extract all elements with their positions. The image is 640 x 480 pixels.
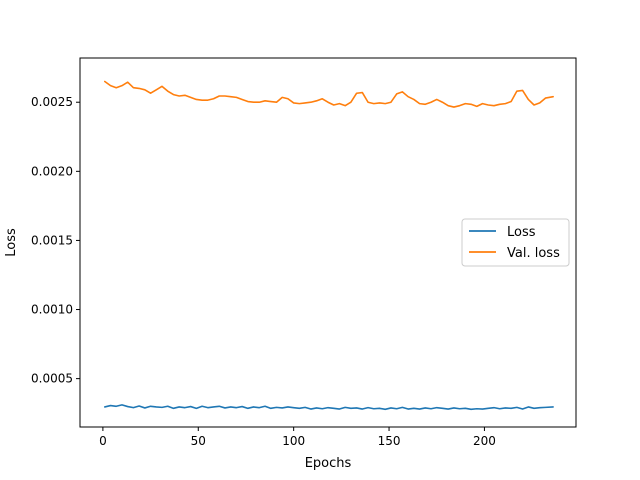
- series-line-val-loss: [104, 80, 554, 108]
- x-tick-label: 100: [282, 434, 305, 448]
- axes-frame: [79, 57, 577, 428]
- x-ticks: 0 50 100 150 200: [99, 427, 496, 448]
- y-tick-label: 0.0020: [31, 164, 73, 178]
- x-tick-label: 150: [378, 434, 401, 448]
- y-axis-label: Loss: [4, 228, 19, 257]
- y-ticks: 0.0005 0.0010 0.0015 0.0020 0.0025: [31, 95, 80, 386]
- x-tick-label: 0: [99, 434, 107, 448]
- legend: Loss Val. loss: [461, 218, 570, 267]
- legend-entry: Loss: [507, 225, 536, 240]
- x-tick-label: 50: [191, 434, 206, 448]
- series-line-loss: [104, 404, 554, 411]
- series-layer: [104, 80, 554, 411]
- plot-area: 0 50 100 150 200 0.00050.00100.00150.00200.0…: [31, 57, 577, 448]
- y-tick-label: 0.0015: [31, 233, 73, 247]
- y-tick-label: 0.0005: [31, 372, 73, 386]
- legend-entry: Val. loss: [507, 246, 560, 261]
- y-tick-label: 0.0025: [31, 95, 73, 109]
- x-axis-label: Epochs: [305, 456, 352, 471]
- y-tick-label: 0.0010: [31, 303, 73, 317]
- x-tick-label: 200: [473, 434, 496, 448]
